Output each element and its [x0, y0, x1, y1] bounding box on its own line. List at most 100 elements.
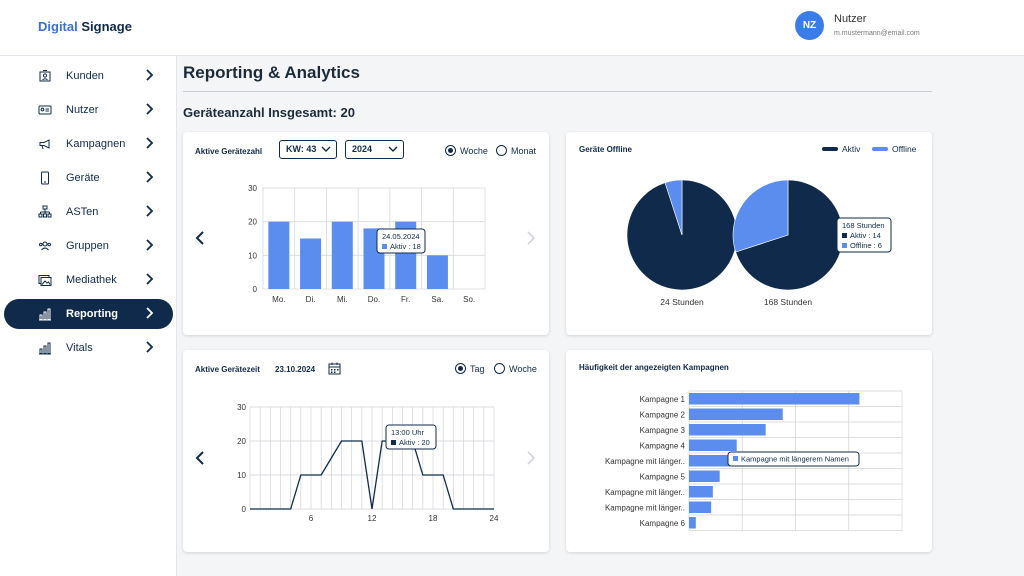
- year-select-value: 2024: [352, 144, 373, 154]
- chevron-left-icon[interactable]: [195, 451, 205, 465]
- pie-slice[interactable]: [664, 179, 683, 236]
- tooltip-box: [836, 217, 892, 253]
- bar[interactable]: [300, 238, 322, 290]
- app-logo[interactable]: Digital Signage: [38, 19, 132, 34]
- bar[interactable]: [426, 255, 448, 289]
- y-tick-label: 10: [237, 471, 246, 480]
- chevron-right-icon[interactable]: [526, 231, 536, 245]
- logo-part-signage: Signage: [81, 19, 132, 34]
- chevron-left-icon[interactable]: [195, 231, 205, 245]
- tooltip-box: [727, 451, 860, 467]
- radio-day-label: Tag: [470, 363, 485, 374]
- campaign-frequency-chart: Kampagne 1 Kampagne 2 Kampagne 3 Kampagne 4…: [605, 390, 903, 531]
- sidebar-item-nutzer[interactable]: Nutzer: [4, 95, 173, 125]
- legend-offline-label: Offline: [892, 144, 917, 154]
- x-tick-label: Do.: [368, 295, 380, 304]
- offline-devices-card: Geräte Offline Aktiv Offline 24 Stunden 1…: [566, 132, 932, 335]
- sidebar-item-label: Gruppen: [66, 240, 109, 252]
- tooltip-value: Aktiv : 14: [850, 231, 881, 240]
- chevron-right-icon[interactable]: [526, 451, 536, 465]
- y-tick-label: 30: [248, 184, 257, 193]
- sidebar-item-label: Kunden: [66, 70, 104, 82]
- device-icon: [41, 171, 49, 185]
- chevron-right-icon: [146, 171, 154, 183]
- chevron-right-icon: [146, 239, 154, 251]
- bar[interactable]: [689, 424, 766, 436]
- category-label: Kampagne 5: [640, 472, 686, 481]
- y-tick-label: 20: [248, 218, 257, 227]
- week-select[interactable]: KW: 43: [279, 140, 337, 159]
- radio-week[interactable]: Woche: [445, 145, 488, 156]
- page-title: Reporting & Analytics: [183, 63, 360, 82]
- chevron-right-icon: [146, 69, 154, 81]
- tooltip-swatch: [733, 456, 738, 461]
- radio-dot: [496, 145, 507, 156]
- radio-dot: [455, 363, 466, 374]
- user-name[interactable]: Nutzer: [834, 13, 867, 25]
- calendar-icon[interactable]: [328, 362, 341, 375]
- tooltip-value: Kampagne mit längerem Namen: [741, 455, 849, 464]
- sidebar-item-gruppen[interactable]: Gruppen: [4, 231, 173, 261]
- date-label: 23.10.2024: [275, 365, 316, 374]
- tooltip-swatch: [842, 233, 847, 238]
- bar[interactable]: [268, 221, 290, 289]
- active-devices-card: Aktive Gerätezahl KW: 43 2024 Woche Mona…: [183, 132, 549, 335]
- bar[interactable]: [689, 486, 713, 498]
- legend-swatch: [822, 147, 838, 151]
- sidebar-item-ger-te[interactable]: Geräte: [4, 163, 173, 193]
- radio-day[interactable]: Tag: [455, 363, 485, 374]
- chevron-down-icon: [388, 146, 398, 152]
- x-tick-label: 24: [490, 514, 499, 523]
- card-title: Aktive Gerätezahl: [195, 147, 263, 156]
- radio-week-label: Woche: [460, 145, 488, 156]
- category-label: Kampagne 4: [640, 441, 686, 450]
- tooltip-title: 24.05.2024: [382, 232, 420, 241]
- x-tick-label: Mi.: [337, 295, 348, 304]
- avatar[interactable]: NZ: [795, 11, 824, 40]
- sidebar-item-label: Mediathek: [66, 274, 117, 286]
- tooltip-box: [376, 228, 426, 254]
- pie-slice[interactable]: [732, 179, 789, 253]
- sidebar-item-kampagnen[interactable]: Kampagnen: [4, 129, 173, 159]
- tooltip-swatch: [382, 244, 387, 249]
- bar[interactable]: [331, 221, 353, 289]
- title-divider: [183, 91, 932, 92]
- y-tick-label: 20: [237, 437, 246, 446]
- bar[interactable]: [689, 470, 720, 483]
- bar[interactable]: [689, 393, 860, 405]
- device-total: Geräteanzahl Insgesamt: 20: [183, 105, 355, 120]
- tooltip-title: 168 Stunden: [842, 221, 885, 230]
- card-title: Geräte Offline: [579, 145, 632, 154]
- user-card-icon: [38, 105, 52, 115]
- radio-month[interactable]: Monat: [496, 145, 536, 156]
- active-time-card: Aktive Gerätezeit 23.10.2024 Tag Woche 0…: [183, 350, 549, 552]
- y-tick-label: 10: [248, 251, 257, 260]
- bar[interactable]: [689, 455, 730, 467]
- category-label: Kampagne 1: [640, 395, 686, 404]
- radio-week[interactable]: Woche: [494, 363, 537, 374]
- active-devices-chart: 0 10 20 30 Mo. Di. Mi. Do. Fr. Sa. So. 24.05.2024Ak…: [248, 184, 486, 304]
- legend-offline: Offline: [872, 144, 916, 154]
- tooltip-box: [385, 424, 437, 450]
- pie-label: 168 Stunden: [764, 297, 812, 307]
- sidebar-item-asten[interactable]: ASTen: [4, 197, 173, 227]
- sidebar-item-reporting[interactable]: Reporting: [4, 299, 173, 329]
- legend-swatch: [872, 147, 888, 151]
- chevron-right-icon: [146, 341, 154, 353]
- bar[interactable]: [689, 439, 737, 452]
- sidebar-item-vitals[interactable]: Vitals: [4, 333, 173, 363]
- legend-active-label: Aktiv: [842, 144, 861, 154]
- sidebar-item-label: Reporting: [66, 308, 118, 320]
- pie-slice[interactable]: [735, 179, 844, 291]
- year-select[interactable]: 2024: [345, 140, 404, 159]
- bar[interactable]: [689, 517, 696, 529]
- bar-chart-icon: [39, 308, 51, 321]
- bar[interactable]: [689, 408, 783, 421]
- media-icon: [38, 275, 52, 286]
- sidebar-item-kunden[interactable]: Kunden: [4, 61, 173, 91]
- bar[interactable]: [689, 501, 712, 514]
- sidebar-item-mediathek[interactable]: Mediathek: [4, 265, 173, 295]
